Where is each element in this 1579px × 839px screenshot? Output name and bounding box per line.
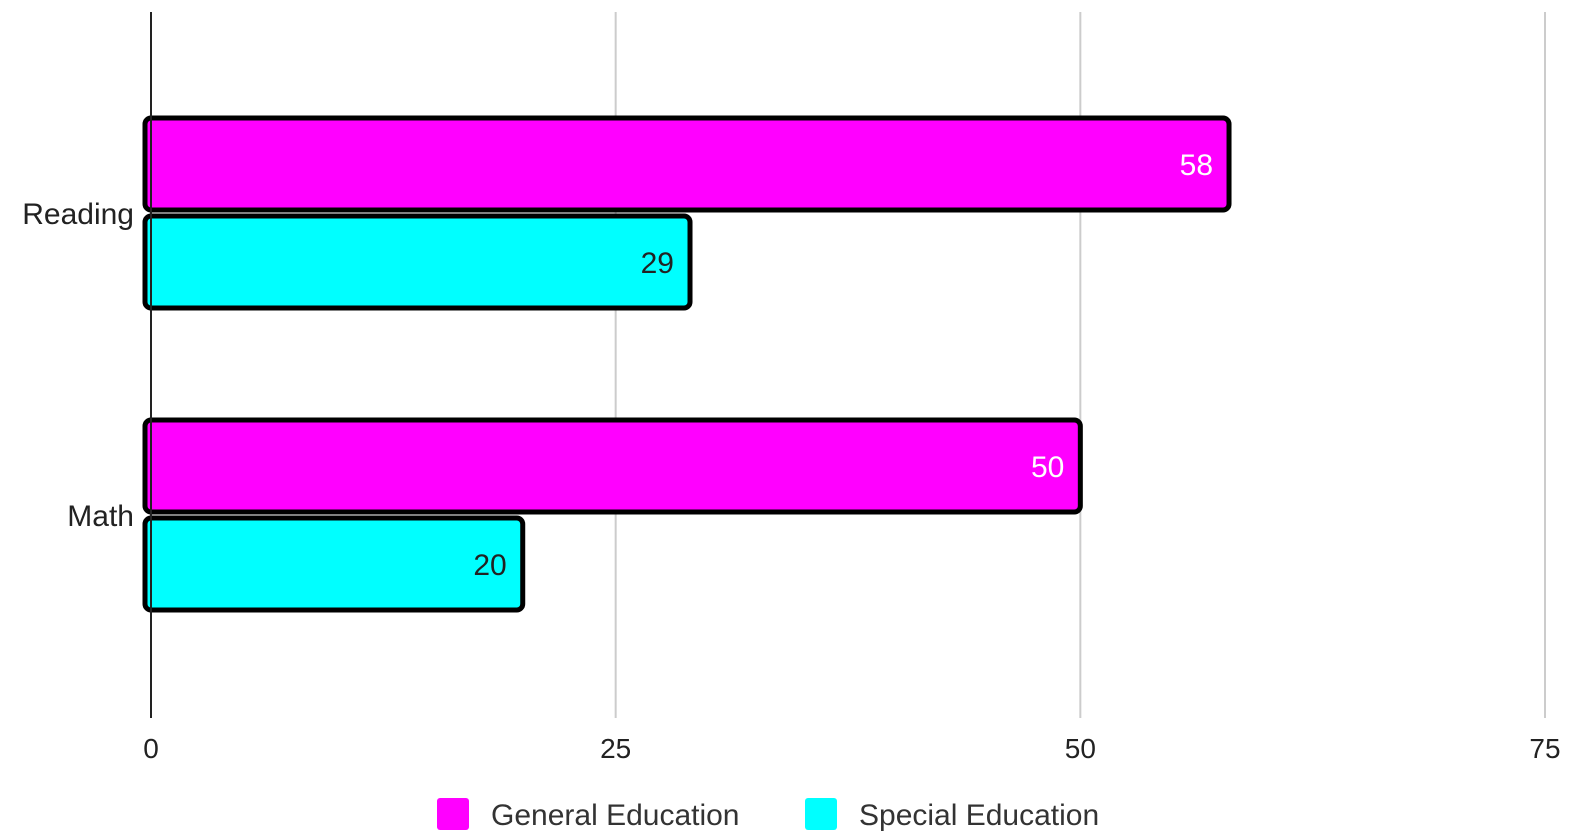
data-label-reading-special-education: 29: [641, 247, 674, 280]
category-label-reading: Reading: [22, 198, 134, 231]
legend-swatch-special-education: [805, 798, 837, 830]
legend-swatch-general-education: [437, 798, 469, 830]
x-tick-label-0: 0: [143, 733, 159, 764]
data-label-math-general-education: 50: [1031, 451, 1064, 484]
bar-reading-general-education: [142, 115, 1232, 213]
x-tick-label-50: 50: [1065, 733, 1096, 764]
x-tick-label-25: 25: [600, 733, 631, 764]
bar-reading-special-education: [142, 213, 693, 311]
bar-math-general-education: [142, 417, 1083, 515]
legend: General Education Special Education: [437, 798, 1099, 832]
legend-label-general-education: General Education: [491, 799, 740, 832]
data-label-math-special-education: 20: [473, 549, 506, 582]
legend-label-special-education: Special Education: [859, 799, 1099, 832]
x-tick-label-75: 75: [1529, 733, 1560, 764]
category-label-math: Math: [67, 500, 134, 533]
bars: 58 29 50 20: [142, 115, 1232, 613]
bar-math-special-education: [142, 515, 526, 613]
data-label-reading-general-education: 58: [1180, 149, 1213, 182]
axes: 0 25 50 75 Reading Math: [22, 12, 1561, 764]
